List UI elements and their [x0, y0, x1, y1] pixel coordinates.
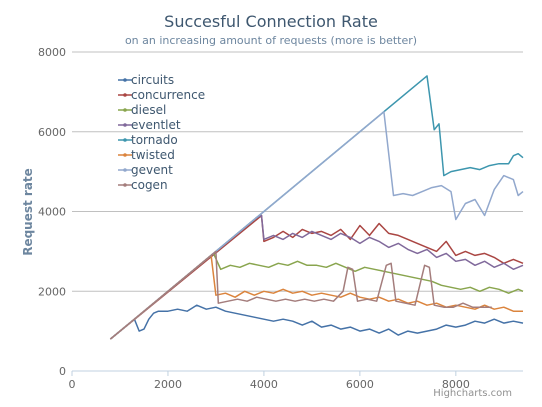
series-line-eventlet	[109, 214, 524, 340]
y-tick-label: 4000	[38, 206, 66, 219]
y-tick-label: 0	[59, 365, 66, 378]
legend: circuitsconcurrencedieseleventlettornado…	[118, 73, 205, 192]
series-line-twisted	[109, 254, 523, 340]
series-group	[109, 75, 524, 340]
x-tick-label: 0	[69, 378, 76, 391]
x-tick-label: 6000	[346, 378, 374, 391]
legend-label: gevent	[131, 163, 173, 177]
legend-label: concurrence	[131, 88, 205, 102]
legend-label: twisted	[131, 148, 175, 162]
legend-label: eventlet	[131, 118, 181, 132]
x-tick-label: 4000	[250, 378, 278, 391]
legend-label: diesel	[131, 103, 166, 117]
series-line-cogen	[109, 250, 492, 340]
legend-item-gevent[interactable]: gevent	[118, 163, 173, 177]
x-tick-label: 8000	[442, 378, 470, 391]
legend-label: tornado	[131, 133, 178, 147]
y-tick-label: 2000	[38, 285, 66, 298]
legend-marker	[123, 183, 127, 187]
y-tick-label: 8000	[38, 46, 66, 59]
legend-marker	[123, 108, 127, 112]
x-tick-label: 2000	[154, 378, 182, 391]
legend-marker	[123, 123, 127, 127]
legend-item-concurrence[interactable]: concurrence	[118, 88, 205, 102]
legend-label: cogen	[131, 178, 168, 192]
chart-title: Succesful Connection Rate	[164, 12, 378, 31]
series-line-diesel	[109, 252, 524, 340]
legend-marker	[123, 168, 127, 172]
legend-marker	[123, 78, 127, 82]
series-line-concurrence	[109, 214, 524, 340]
series-line-gevent	[109, 111, 524, 340]
legend-label: circuits	[131, 73, 174, 87]
legend-item-cogen[interactable]: cogen	[118, 178, 168, 192]
y-axis-label: Request rate	[21, 168, 35, 256]
chart-subtitle: on an increasing amount of requests (mor…	[125, 34, 417, 47]
credits-link[interactable]: Highcharts.com	[433, 388, 512, 399]
series-line-tornado	[109, 75, 524, 340]
y-tick-label: 6000	[38, 126, 66, 139]
series-line-circuits	[109, 304, 524, 340]
legend-marker	[123, 93, 127, 97]
legend-marker	[123, 138, 127, 142]
legend-marker	[123, 153, 127, 157]
axes: 0 2000 4000 6000 8000 0 2000 4000 6000 8000	[38, 46, 523, 391]
legend-item-circuits[interactable]: circuits	[118, 73, 174, 87]
legend-item-tornado[interactable]: tornado	[118, 133, 178, 147]
legend-item-twisted[interactable]: twisted	[118, 148, 175, 162]
legend-item-diesel[interactable]: diesel	[118, 103, 166, 117]
legend-item-eventlet[interactable]: eventlet	[118, 118, 181, 132]
